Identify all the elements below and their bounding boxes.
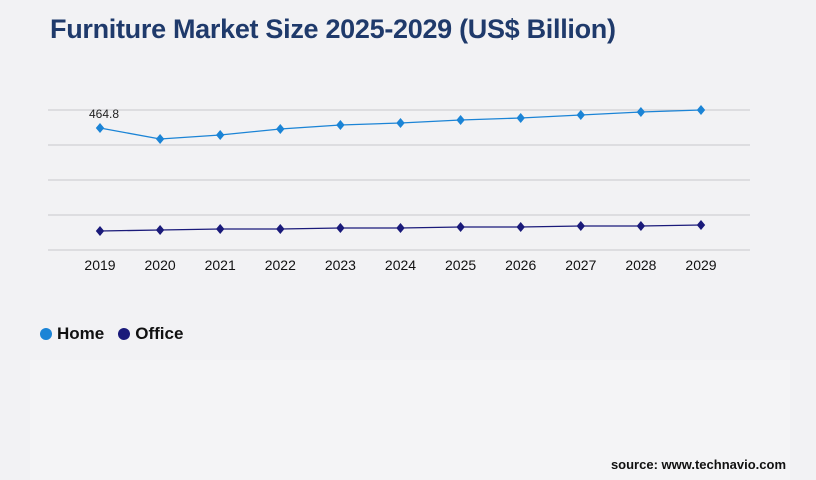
- data-point-office: [516, 222, 525, 233]
- data-point-home: [396, 117, 405, 128]
- x-tick-label: 2027: [565, 257, 596, 273]
- data-point-office: [95, 225, 105, 236]
- x-tick-label: 2021: [205, 257, 236, 273]
- data-point-office: [155, 225, 165, 235]
- legend-marker-office: [118, 328, 131, 340]
- source-text: source: www.technavio.com: [610, 457, 786, 472]
- data-point-home: [636, 106, 646, 117]
- x-tick-label: 2022: [265, 257, 296, 273]
- data-point-home: [216, 129, 225, 140]
- legend-marker-home: [40, 328, 52, 340]
- data-point-office: [636, 221, 646, 232]
- legend-label-home: Home: [57, 324, 105, 343]
- legend-label-office: Office: [135, 324, 184, 343]
- data-label: 464.8: [89, 107, 119, 121]
- line-chart: 2019 2020 2021 2022 2023 2024 2025 2026 2027 2028…: [48, 105, 750, 273]
- legend-item-office[interactable]: Office: [118, 324, 183, 344]
- data-point-office: [276, 224, 285, 235]
- x-tick-label: 2029: [685, 257, 716, 273]
- data-point-office: [396, 223, 405, 234]
- data-point-home: [576, 109, 585, 120]
- data-point-office: [456, 222, 465, 233]
- data-point-home: [516, 113, 525, 124]
- x-tick-label: 2024: [385, 257, 416, 273]
- data-point-office: [576, 221, 585, 232]
- legend: Home Office: [40, 324, 183, 344]
- x-tick-label: 2020: [145, 257, 176, 273]
- data-point-office: [336, 223, 345, 234]
- data-point-home: [696, 105, 706, 115]
- x-tick-label: 2025: [445, 257, 476, 273]
- data-point-home: [336, 119, 345, 130]
- data-point-home: [276, 124, 285, 135]
- data-point-office: [696, 219, 706, 230]
- data-point-home: [456, 115, 465, 125]
- x-tick-label: 2026: [505, 257, 536, 273]
- chart-title: Furniture Market Size 2025-2029 (US$ Bil…: [50, 14, 616, 44]
- background-panel: [30, 360, 790, 480]
- data-point-home: [155, 134, 165, 145]
- data-point-home: [95, 123, 105, 134]
- x-tick-label: 2019: [84, 257, 115, 273]
- x-tick-label: 2023: [325, 257, 356, 273]
- legend-item-home[interactable]: Home: [40, 324, 104, 344]
- data-point-office: [216, 224, 225, 235]
- x-tick-label: 2028: [625, 257, 656, 273]
